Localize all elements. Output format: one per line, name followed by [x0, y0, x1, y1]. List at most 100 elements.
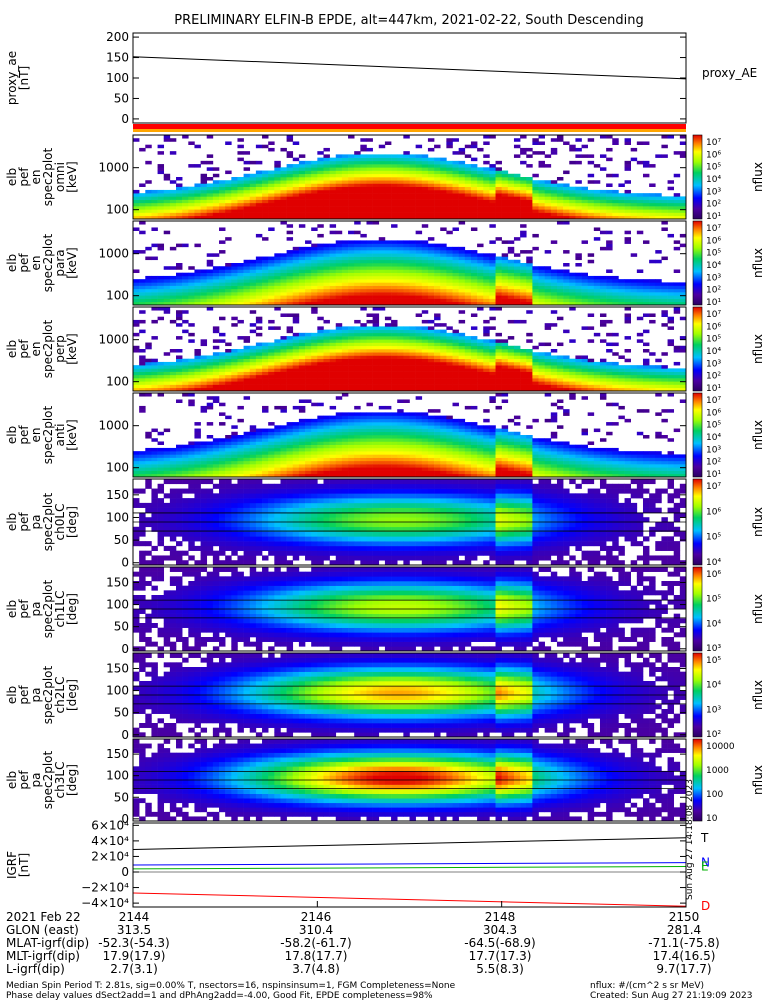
spectrogram-cell: [508, 240, 514, 244]
spectrogram-cell: [373, 339, 379, 343]
spectrogram-cell: [268, 448, 274, 452]
spectrogram-cell: [532, 359, 538, 363]
spectrogram-cell: [219, 385, 225, 389]
spectrogram-cell: [569, 148, 575, 152]
spectrogram-cell: [453, 339, 459, 343]
spectrogram-cell: [342, 412, 348, 416]
spectrogram-cell: [317, 375, 323, 379]
spectrogram-cell: [446, 385, 452, 389]
spectrogram-cell: [244, 260, 250, 264]
spectrogram-cell: [422, 276, 428, 280]
spectrogram-cell: [237, 190, 243, 194]
spectrogram-cell: [164, 200, 170, 204]
spectrogram-cell: [471, 213, 477, 217]
spectrogram-cell: [237, 276, 243, 280]
spectrogram-cell: [348, 432, 354, 436]
spectrogram-cell: [323, 279, 329, 283]
spectrogram-cell: [508, 273, 514, 277]
spectrogram-cell: [545, 279, 551, 283]
spectrogram-cell: [649, 200, 655, 204]
spectrogram-cell: [366, 273, 372, 277]
spectrogram-cell: [201, 209, 207, 213]
spectrogram-cell: [569, 339, 575, 343]
spectrogram-cell: [280, 458, 286, 462]
spectrogram-cell: [379, 385, 385, 389]
spectrogram-cell: [139, 471, 145, 475]
spectrogram-cell: [643, 343, 649, 347]
spectrogram-cell: [287, 385, 293, 389]
spectrogram-cell: [668, 343, 674, 347]
spectrogram-cell: [471, 346, 477, 350]
spectrogram-cell: [182, 310, 188, 314]
spectrogram-cell: [348, 183, 354, 187]
spectrogram-cell: [305, 193, 311, 197]
spectrogram-cell: [520, 250, 526, 254]
spectrogram-cell: [403, 196, 409, 200]
spectrogram-cell: [649, 206, 655, 210]
spectrogram-cell: [268, 464, 274, 468]
spectrogram-cell: [213, 396, 219, 400]
spectrogram-cell: [342, 422, 348, 426]
spectrogram-cell: [477, 244, 483, 248]
spectrogram-cell: [526, 299, 532, 303]
spectrogram-cell: [502, 286, 508, 290]
spectrogram-cell: [483, 135, 489, 139]
spectrogram-cell: [360, 240, 366, 244]
spectrogram-cell: [299, 378, 305, 382]
spectrogram-cell: [366, 299, 372, 303]
spectrogram-cell: [280, 289, 286, 293]
spectrogram-cell: [311, 247, 317, 251]
spectrogram-cell: [330, 333, 336, 337]
spectrogram-cell: [379, 158, 385, 162]
spectrogram-cell: [133, 451, 139, 455]
spectrogram-cell: [231, 467, 237, 471]
spectrogram-cell: [631, 289, 637, 293]
spectrogram-cell: [434, 279, 440, 283]
spectrogram-cell: [305, 365, 311, 369]
spectrogram-cell: [317, 355, 323, 359]
spectrogram-cell: [459, 292, 465, 296]
spectrogram-cell: [471, 187, 477, 191]
spectrogram-cell: [618, 206, 624, 210]
spectrogram-cell: [336, 260, 342, 264]
spectrogram-cell: [323, 435, 329, 439]
spectrogram-cell: [496, 177, 502, 181]
spectrogram-cell: [502, 359, 508, 363]
spectrogram-cell: [668, 286, 674, 290]
spectrogram-cell: [170, 320, 176, 324]
spectrogram-cell: [133, 333, 139, 337]
spectrogram-cell: [170, 193, 176, 197]
spectrogram-cell: [293, 343, 299, 347]
spectrogram-cell: [551, 203, 557, 207]
spectrogram-cell: [373, 349, 379, 353]
spectrogram-cell: [262, 372, 268, 376]
spectrogram-cell: [391, 349, 397, 353]
spectrogram-cell: [428, 206, 434, 210]
spectrogram-cell: [668, 375, 674, 379]
spectrogram-cell: [201, 458, 207, 462]
colorbar-tick-label: 10³: [706, 187, 721, 197]
spectrogram-cell: [397, 362, 403, 366]
spectrogram-cell: [391, 326, 397, 330]
spectrogram-cell: [373, 260, 379, 264]
spectrogram-cell: [563, 365, 569, 369]
spectrogram-cell: [293, 292, 299, 296]
spectrogram-cell: [237, 336, 243, 340]
spectrogram-cell: [428, 260, 434, 264]
spectrogram-cell: [323, 164, 329, 168]
spectrogram-cell: [643, 279, 649, 283]
spectrogram-cell: [453, 299, 459, 303]
spectrogram-cell: [336, 381, 342, 385]
spectrogram-cell: [280, 368, 286, 372]
spectrogram-cell: [354, 269, 360, 273]
spectrogram-cell: [274, 257, 280, 261]
spectrogram-cell: [551, 196, 557, 200]
spectrogram-cell: [366, 148, 372, 152]
spectrogram-cell: [551, 385, 557, 389]
spectrogram-cell: [514, 209, 520, 213]
spectrogram-cell: [483, 378, 489, 382]
spectrogram-cell: [385, 161, 391, 165]
spectrogram-cell: [563, 286, 569, 290]
spectrogram-cell: [674, 381, 680, 385]
spectrogram-cell: [366, 196, 372, 200]
